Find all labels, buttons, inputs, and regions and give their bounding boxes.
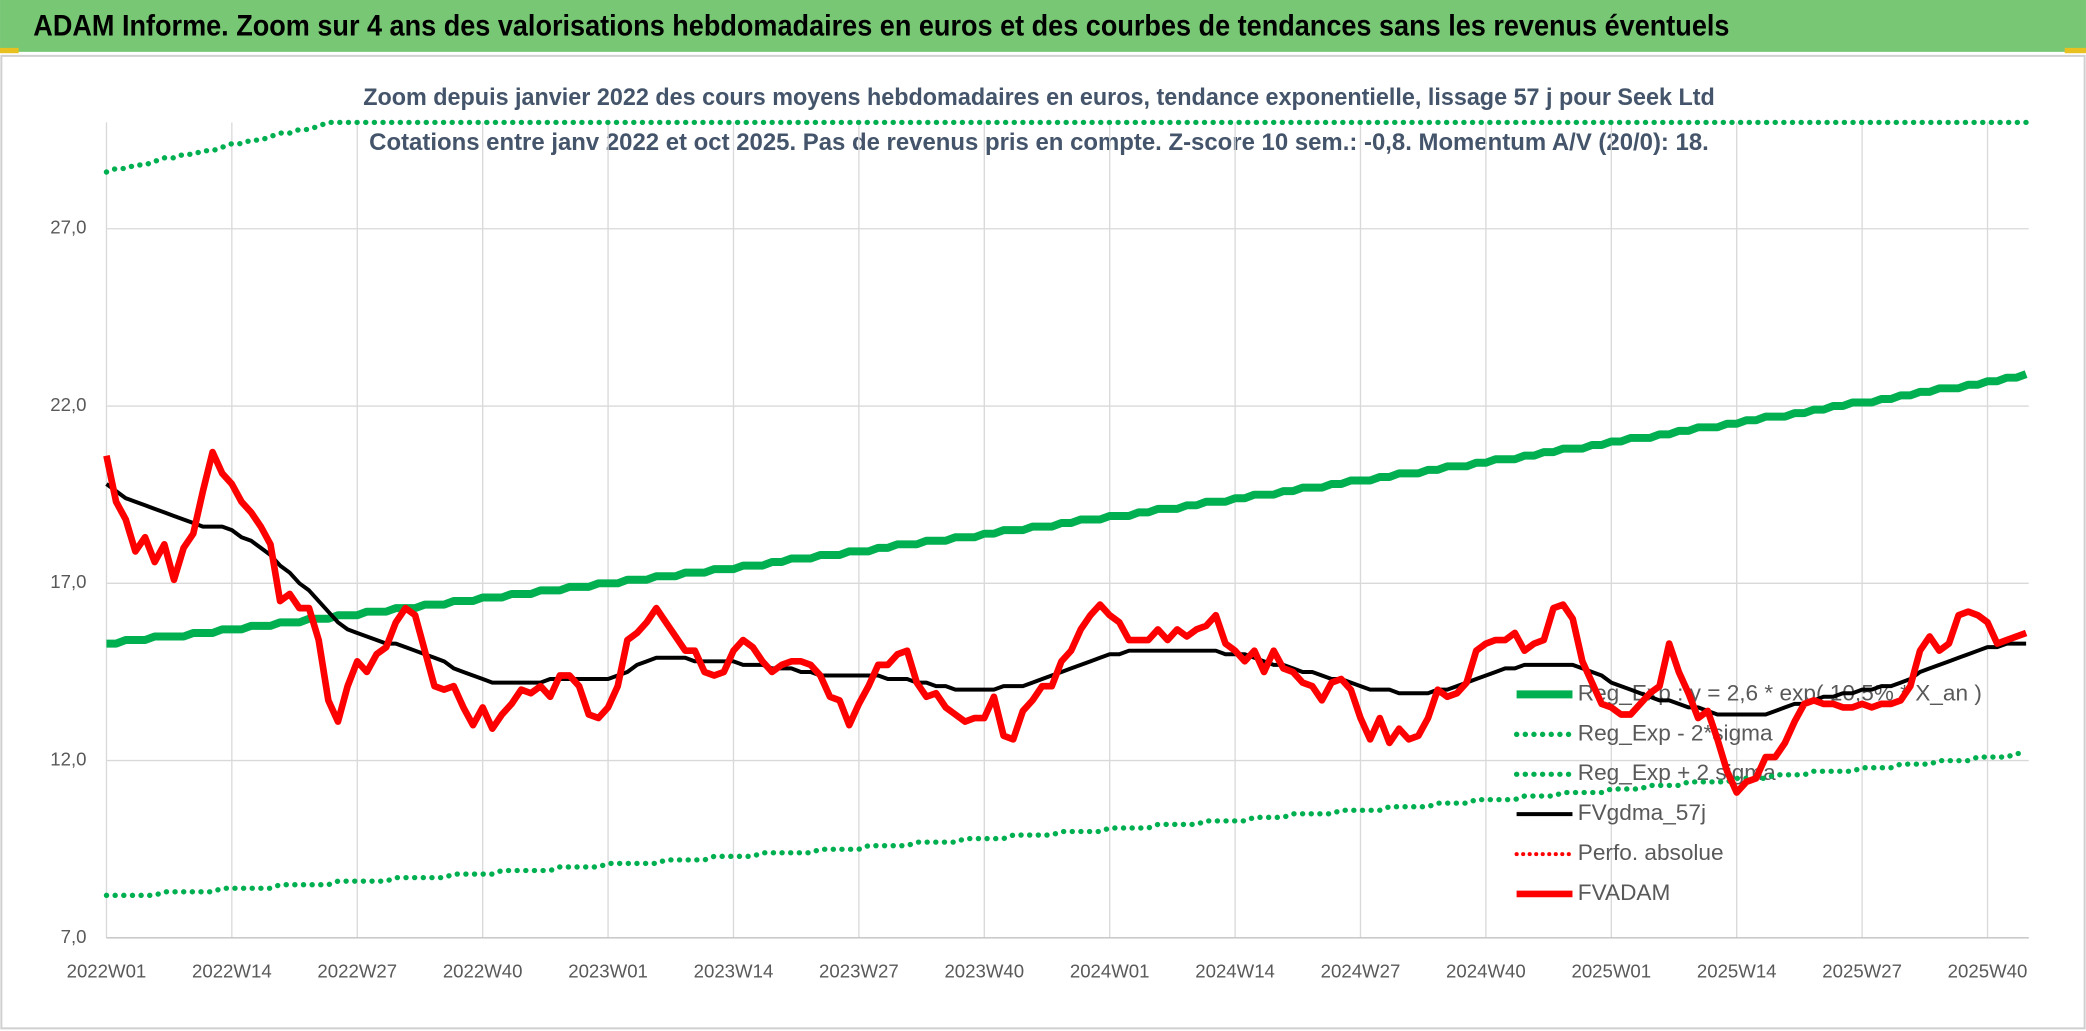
series-line xyxy=(103,750,2029,898)
chart-frame xyxy=(0,54,2086,1030)
y-tick-label: 22,0 xyxy=(50,394,86,415)
legend-label: Perfo. absolue xyxy=(1578,840,1724,865)
series-line xyxy=(103,119,2029,175)
x-tick-label: 2024W27 xyxy=(1321,960,1401,981)
y-tick-label: 7,0 xyxy=(61,926,87,947)
y-tick-label: 12,0 xyxy=(50,749,86,770)
header-bar xyxy=(0,0,2086,52)
legend-label: Reg_Exp - 2*sigma xyxy=(1578,720,1773,745)
x-tick-label: 2025W27 xyxy=(1822,960,1902,981)
legend-label: FVADAM xyxy=(1578,880,1671,905)
x-tick-label: 2023W27 xyxy=(819,960,899,981)
series-line xyxy=(106,370,2028,648)
x-tick-label: 2025W01 xyxy=(1571,960,1651,981)
x-tick-label: 2023W14 xyxy=(694,960,774,981)
x-tick-label: 2024W40 xyxy=(1446,960,1526,981)
legend-label: FVgdma_57j xyxy=(1578,800,1706,825)
page-title: ADAM Informe. Zoom sur 4 ans des valoris… xyxy=(33,11,1729,43)
header-accent xyxy=(2064,47,2086,54)
x-tick-label: 2023W01 xyxy=(568,960,648,981)
x-tick-label: 2024W01 xyxy=(1070,960,1150,981)
y-tick-label: 27,0 xyxy=(50,217,86,238)
x-tick-label: 2022W14 xyxy=(192,960,272,981)
x-tick-label: 2025W14 xyxy=(1697,960,1777,981)
header-accent xyxy=(0,47,19,54)
y-tick-label: 17,0 xyxy=(50,571,86,592)
x-tick-label: 2022W01 xyxy=(67,960,147,981)
x-tick-label: 2023W40 xyxy=(944,960,1024,981)
x-tick-label: 2022W40 xyxy=(443,960,523,981)
x-tick-label: 2024W14 xyxy=(1195,960,1275,981)
chart-subtitle: Cotations entre janv 2022 et oct 2025. P… xyxy=(369,129,1709,156)
series-line xyxy=(103,448,2028,796)
x-tick-label: 2022W27 xyxy=(317,960,397,981)
x-tick-label: 2025W40 xyxy=(1948,960,2028,981)
chart-title: Zoom depuis janvier 2022 des cours moyen… xyxy=(363,84,1715,111)
